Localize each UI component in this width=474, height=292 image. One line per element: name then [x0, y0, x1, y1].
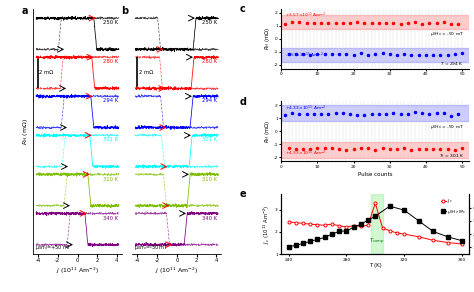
Text: 280 K: 280 K [103, 59, 118, 64]
Text: 340 K: 340 K [103, 215, 118, 221]
X-axis label: T (K): T (K) [369, 263, 382, 268]
Text: +4.33$\times$10$^{11}$ Am$^{-2}$: +4.33$\times$10$^{11}$ Am$^{-2}$ [285, 103, 327, 113]
Legend: $J_c$, $\mu_0H_c$$\cdot$$M_s$: $J_c$, $\mu_0H_c$$\cdot$$M_s$ [440, 197, 467, 216]
Text: $\mu_0H_x$ = -50 mT: $\mu_0H_x$ = -50 mT [429, 30, 464, 38]
Text: b: b [121, 6, 128, 16]
Bar [281, 142, 469, 158]
Text: 301 K: 301 K [202, 138, 217, 142]
Y-axis label: $J_c$ $(10^{11}$ Am$^{-2})$: $J_c$ $(10^{11}$ Am$^{-2})$ [262, 204, 272, 244]
Text: 2 mΩ: 2 mΩ [139, 70, 153, 75]
Text: 310 K: 310 K [103, 177, 118, 182]
Bar [281, 15, 469, 29]
Text: 301 K: 301 K [103, 138, 118, 142]
Text: $\mu_0H_x$ = -50 mT: $\mu_0H_x$ = -50 mT [429, 123, 464, 131]
X-axis label: Pulse counts: Pulse counts [358, 172, 392, 177]
Text: $T_{comp}$: $T_{comp}$ [369, 237, 384, 247]
Y-axis label: $R_H$ (m$\Omega$): $R_H$ (m$\Omega$) [263, 120, 272, 143]
Bar [371, 194, 383, 254]
Text: 340 K: 340 K [202, 215, 217, 221]
Text: $T$ = 294 K: $T$ = 294 K [440, 60, 464, 67]
X-axis label: $j$ $(10^{11}$ Am$^{-2})$: $j$ $(10^{11}$ Am$^{-2})$ [56, 266, 99, 276]
Text: $T_r$ = 301 K: $T_r$ = 301 K [438, 152, 464, 159]
Bar [281, 48, 469, 62]
Text: a: a [22, 6, 28, 16]
Text: -3.57$\times$10$^{11}$ Am$^{-2}$: -3.57$\times$10$^{11}$ Am$^{-2}$ [285, 50, 324, 60]
Text: 250 K: 250 K [103, 20, 118, 25]
Bar [281, 105, 469, 121]
Text: +4.33$\times$10$^{11}$ Am$^{-2}$: +4.33$\times$10$^{11}$ Am$^{-2}$ [285, 148, 327, 158]
Text: 280 K: 280 K [202, 59, 217, 64]
Text: d: d [240, 97, 247, 107]
Text: +3.57$\times$10$^{11}$ Am$^{-2}$: +3.57$\times$10$^{11}$ Am$^{-2}$ [285, 11, 326, 20]
Text: 294 K: 294 K [202, 98, 217, 103]
Text: 250 K: 250 K [202, 20, 217, 25]
Text: $\mu_0H_x$=+50 mT: $\mu_0H_x$=+50 mT [35, 243, 72, 252]
Text: e: e [240, 190, 246, 199]
Text: c: c [240, 4, 246, 14]
Text: 294 K: 294 K [103, 98, 118, 103]
Y-axis label: $R_H$ (m$\Omega$): $R_H$ (m$\Omega$) [21, 118, 30, 145]
X-axis label: $j$ $(10^{11}$ Am$^{-2})$: $j$ $(10^{11}$ Am$^{-2})$ [155, 266, 199, 276]
Y-axis label: $R_H$ (m$\Omega$): $R_H$ (m$\Omega$) [263, 27, 272, 50]
Text: 2 mΩ: 2 mΩ [39, 70, 54, 75]
Text: 310 K: 310 K [202, 177, 217, 182]
Text: $\mu_0H_x$=-50 mT: $\mu_0H_x$=-50 mT [135, 243, 169, 252]
